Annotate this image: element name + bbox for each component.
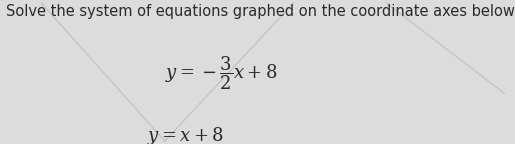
Text: Solve the system of equations graphed on the coordinate axes below.: Solve the system of equations graphed on… xyxy=(6,4,515,19)
Text: $y = x + 8$: $y = x + 8$ xyxy=(147,125,224,144)
Text: $y = -\dfrac{3}{2}x + 8$: $y = -\dfrac{3}{2}x + 8$ xyxy=(165,55,278,92)
